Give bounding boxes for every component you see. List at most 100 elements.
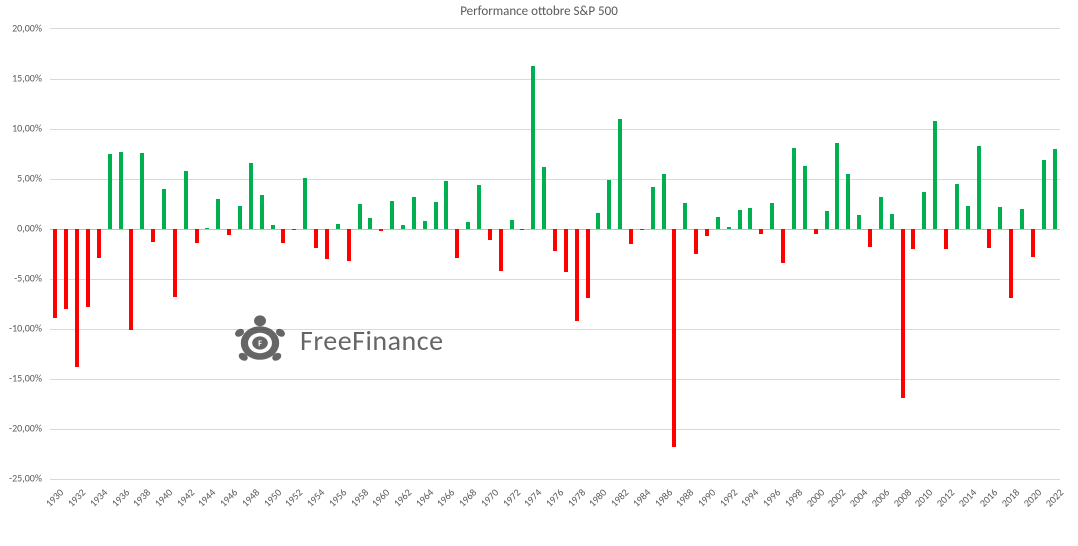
bar: [151, 229, 155, 242]
x-tick-label: 1946: [217, 486, 241, 510]
bar: [933, 121, 937, 229]
bar: [1009, 229, 1013, 298]
x-tick-label: 2014: [955, 486, 979, 510]
bar: [835, 143, 839, 229]
bar: [814, 229, 818, 234]
bar: [683, 203, 687, 229]
x-tick-label: 1986: [651, 486, 675, 510]
bar: [911, 229, 915, 249]
y-tick-label: 15,00%: [12, 72, 42, 85]
bar: [553, 229, 557, 251]
bar: [868, 229, 872, 247]
bar: [488, 229, 492, 240]
x-tick-label: 2004: [847, 486, 871, 510]
bar: [271, 225, 275, 229]
x-tick-label: 1942: [173, 486, 197, 510]
x-tick-label: 2010: [912, 486, 936, 510]
bar: [531, 66, 535, 229]
bar: [499, 229, 503, 271]
y-tick-label: 20,00%: [12, 22, 42, 35]
bar: [390, 201, 394, 229]
bar: [510, 220, 514, 229]
gridline: [50, 129, 1060, 130]
x-tick-label: 1972: [499, 486, 523, 510]
x-tick-label: 1996: [760, 486, 784, 510]
bar: [86, 229, 90, 307]
bar: [672, 229, 676, 447]
y-tick-label: -25,00%: [9, 472, 42, 485]
plot-area: [50, 28, 1060, 480]
x-tick-label: 1998: [782, 486, 806, 510]
bar: [412, 197, 416, 229]
bar: [1042, 160, 1046, 229]
bar: [792, 148, 796, 229]
bar: [770, 203, 774, 229]
gridline: [50, 279, 1060, 280]
bar: [716, 217, 720, 229]
bar: [227, 229, 231, 235]
y-tick-label: -5,00%: [14, 272, 42, 285]
bar: [575, 229, 579, 321]
bar: [564, 229, 568, 272]
bar: [292, 229, 296, 230]
x-tick-label: 2020: [1021, 486, 1045, 510]
bar: [379, 229, 383, 231]
y-tick-label: -20,00%: [9, 422, 42, 435]
bar: [303, 178, 307, 229]
x-tick-label: 1940: [152, 486, 176, 510]
y-tick-label: 10,00%: [12, 122, 42, 135]
y-tick-label: 5,00%: [17, 172, 42, 185]
logo-icon: F: [230, 310, 290, 370]
bar: [759, 229, 763, 234]
bar: [977, 146, 981, 229]
x-tick-label: 1974: [521, 486, 545, 510]
bar: [477, 185, 481, 229]
bar: [401, 225, 405, 229]
x-axis-labels: 1930193219341936193819401942194419461948…: [50, 480, 1060, 540]
x-tick-label: 1976: [543, 486, 567, 510]
bar: [64, 229, 68, 309]
bar: [618, 119, 622, 229]
x-tick-label: 1962: [391, 486, 415, 510]
y-axis-labels: -25,00%-20,00%-15,00%-10,00%-5,00%0,00%5…: [0, 28, 45, 478]
bar: [1053, 149, 1057, 229]
y-tick-label: 0,00%: [17, 222, 42, 235]
x-tick-label: 1930: [43, 486, 67, 510]
bar: [281, 229, 285, 243]
x-tick-label: 1994: [738, 486, 762, 510]
x-tick-label: 1982: [608, 486, 632, 510]
bar: [119, 152, 123, 229]
bar: [325, 229, 329, 259]
x-tick-label: 1978: [564, 486, 588, 510]
bar: [520, 229, 524, 230]
x-tick-label: 1932: [65, 486, 89, 510]
x-tick-label: 1936: [108, 486, 132, 510]
bar: [748, 208, 752, 229]
gridline: [50, 429, 1060, 430]
svg-text:F: F: [258, 339, 262, 349]
bar: [607, 180, 611, 229]
x-tick-label: 1980: [586, 486, 610, 510]
bar: [216, 199, 220, 229]
x-tick-label: 2002: [825, 486, 849, 510]
x-tick-label: 2018: [999, 486, 1023, 510]
bar: [542, 167, 546, 229]
x-tick-label: 1984: [630, 486, 654, 510]
chart-title: Performance ottobre S&P 500: [0, 4, 1078, 19]
bar: [466, 222, 470, 229]
x-tick-label: 1966: [434, 486, 458, 510]
bar: [173, 229, 177, 297]
bar: [857, 215, 861, 229]
bar: [846, 174, 850, 229]
bar: [260, 195, 264, 229]
bar: [629, 229, 633, 244]
bar: [825, 211, 829, 229]
bar: [97, 229, 101, 258]
bar: [1020, 209, 1024, 229]
x-tick-label: 1952: [282, 486, 306, 510]
bar: [108, 154, 112, 229]
bar: [987, 229, 991, 248]
bar: [879, 197, 883, 229]
bar: [890, 214, 894, 229]
bar: [162, 189, 166, 229]
